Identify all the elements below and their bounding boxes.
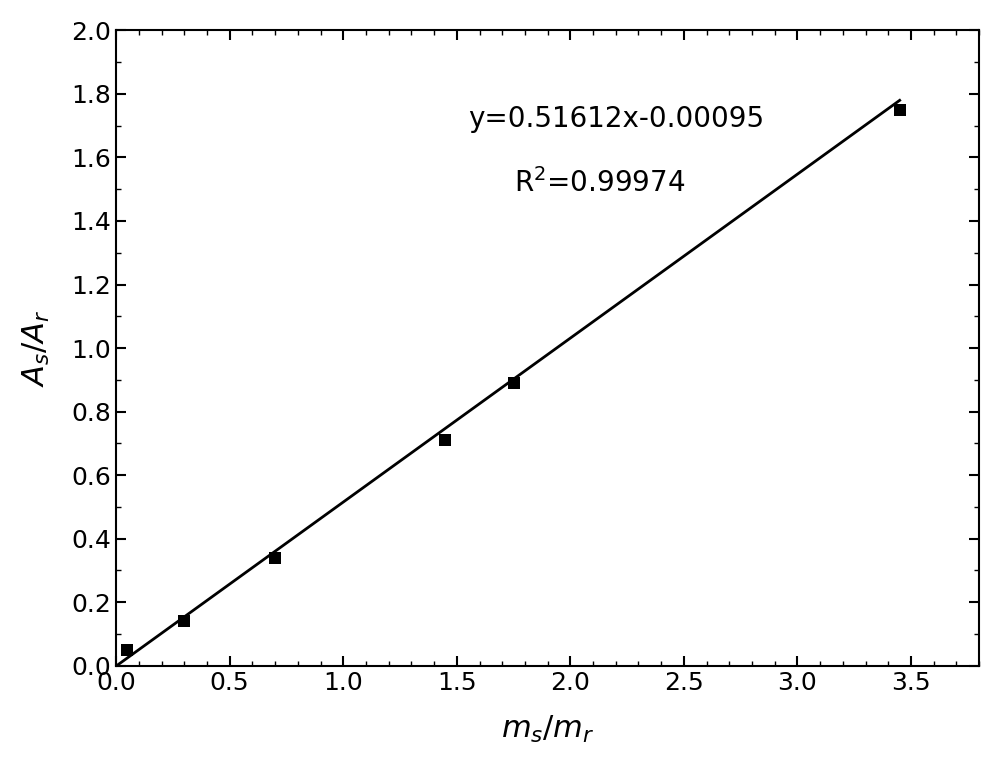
Point bbox=[176, 615, 192, 627]
Y-axis label: $A_s$/$A_r$: $A_s$/$A_r$ bbox=[21, 309, 52, 387]
Text: y=0.51612x-0.00095: y=0.51612x-0.00095 bbox=[469, 105, 765, 133]
X-axis label: $m_s$/$m_r$: $m_s$/$m_r$ bbox=[501, 714, 594, 745]
Text: R$^2$=0.99974: R$^2$=0.99974 bbox=[514, 168, 685, 198]
Point bbox=[267, 552, 283, 564]
Point bbox=[506, 377, 522, 389]
Point bbox=[437, 434, 453, 447]
Point bbox=[892, 103, 908, 116]
Point bbox=[119, 643, 135, 656]
